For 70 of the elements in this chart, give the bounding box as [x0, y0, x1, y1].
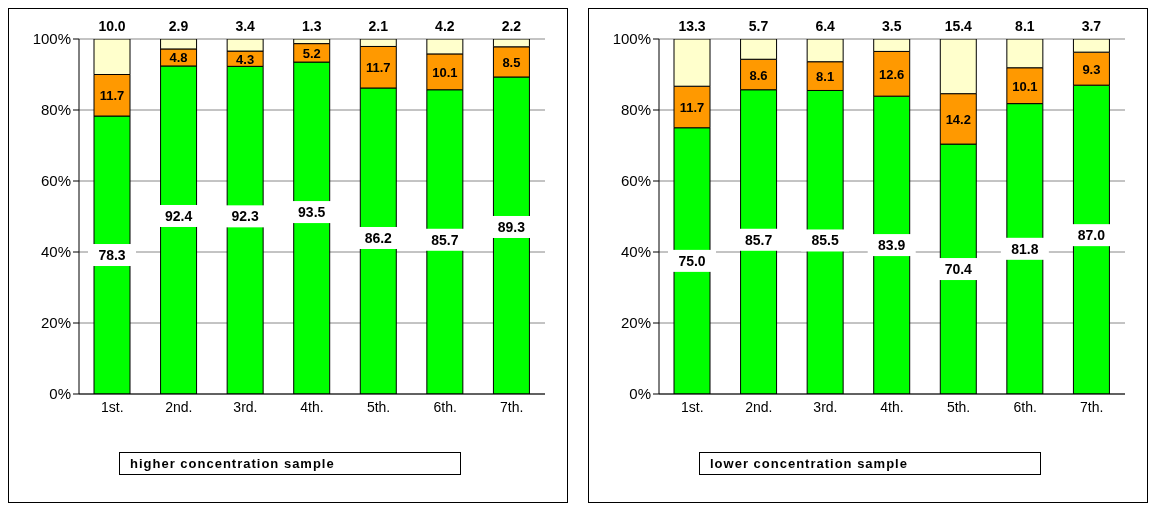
- data-label: 85.5: [811, 232, 839, 249]
- data-label: 8.1: [816, 69, 835, 85]
- data-label: 10.1: [1012, 78, 1038, 94]
- data-label: 5.7: [748, 18, 769, 34]
- x-tick-label: 2nd.: [165, 398, 193, 415]
- x-tick-label: 3rd.: [233, 398, 258, 415]
- x-tick-label: 5th.: [366, 398, 391, 415]
- data-label: 85.7: [744, 231, 773, 248]
- y-tick-label: 40%: [620, 243, 651, 261]
- y-tick-label: 80%: [620, 101, 651, 119]
- y-tick-label: 40%: [40, 243, 71, 261]
- y-tick-label: 60%: [620, 172, 651, 190]
- data-label: 6.4: [815, 18, 836, 34]
- data-label: 4.8: [169, 50, 188, 66]
- data-label: 14.2: [945, 111, 971, 127]
- y-tick-label: 60%: [40, 172, 71, 190]
- text: lower concentration sample: [699, 452, 1041, 475]
- data-label: 4.3: [236, 51, 255, 67]
- data-label: 15.4: [944, 18, 973, 34]
- data-label: 8.1: [1015, 18, 1035, 34]
- data-label: 92.3: [231, 208, 259, 225]
- data-label: 93.5: [298, 204, 326, 221]
- y-tick-label: 0%: [629, 385, 651, 403]
- x-tick-label: 2nd.: [745, 398, 773, 415]
- data-label: 78.3: [98, 247, 126, 264]
- x-tick-label: 4th.: [300, 398, 324, 415]
- data-label: 3.4: [235, 18, 256, 34]
- data-label: 2.1: [368, 18, 389, 34]
- data-label: 70.4: [944, 261, 973, 278]
- data-label: 12.6: [879, 66, 905, 82]
- x-tick-label: 5th.: [946, 398, 971, 415]
- data-label: 11.7: [99, 88, 125, 104]
- data-label: 92.4: [164, 207, 193, 224]
- x-tick-label: 6th.: [1013, 398, 1037, 415]
- data-label: 89.3: [497, 218, 526, 235]
- y-tick-label: 0%: [49, 385, 71, 403]
- x-tick-label: 6th.: [433, 398, 457, 415]
- data-label: 10.1: [432, 64, 458, 80]
- data-label: 83.9: [878, 237, 906, 254]
- y-tick-label: 100%: [32, 30, 71, 48]
- data-label: 10.0: [98, 18, 126, 34]
- data-label: 85.7: [431, 231, 459, 248]
- data-label: 13.3: [678, 18, 706, 34]
- x-tick-label: 3rd.: [813, 398, 838, 415]
- data-label: 8.6: [749, 67, 768, 83]
- y-tick-label: 80%: [40, 101, 71, 119]
- data-label: 8.5: [502, 54, 521, 70]
- data-label: 3.7: [1081, 18, 1102, 34]
- data-label: 2.2: [501, 18, 522, 34]
- y-tick-label: 20%: [620, 314, 651, 332]
- x-tick-label: 1st.: [681, 398, 704, 415]
- data-label: 2.9: [168, 18, 189, 34]
- text: higher concentration sample: [119, 452, 461, 475]
- data-label: 5.2: [302, 45, 321, 61]
- x-tick-label: 7th.: [1080, 398, 1104, 415]
- data-label: 11.7: [365, 60, 391, 76]
- data-label: 4.2: [435, 18, 455, 34]
- data-label: 9.3: [1082, 61, 1101, 77]
- y-tick-label: 20%: [40, 314, 71, 332]
- data-label: 11.7: [679, 99, 705, 115]
- x-tick-label: 4th.: [880, 398, 904, 415]
- data-label: 75.0: [678, 252, 706, 269]
- data-label: 81.8: [1011, 240, 1039, 257]
- x-tick-label: 7th.: [500, 398, 524, 415]
- data-label: 1.3: [301, 18, 322, 34]
- data-label: 3.5: [881, 18, 902, 34]
- x-tick-label: 1st.: [101, 398, 124, 415]
- y-tick-label: 100%: [612, 30, 651, 48]
- data-label: 86.2: [364, 229, 393, 246]
- data-label: 87.0: [1077, 227, 1106, 244]
